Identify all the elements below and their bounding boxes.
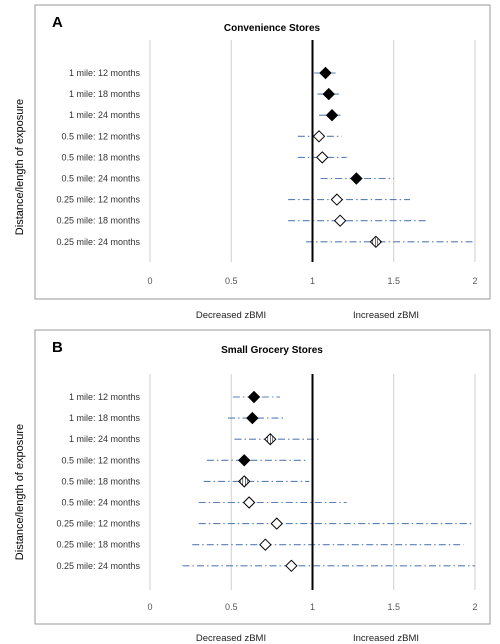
panel-frame [34,4,491,300]
estimate-marker [325,108,339,122]
category-label: 0.25 mile: 12 months [56,519,140,529]
estimate-marker [242,496,256,509]
estimate-marker [264,432,277,446]
estimate-marker [319,66,332,80]
estimate-marker [246,411,259,425]
category-label: 1 mile: 12 months [69,392,141,402]
estimate-marker [322,87,335,101]
increased-zbmi-label: Increased zBMI [353,633,419,644]
y-axis-label: Distance/length of exposure [14,99,26,235]
estimate-marker [333,214,347,227]
decreased-zbmi-label: Decreased zBMI [196,310,266,321]
x-tick-label: 0 [147,276,152,286]
estimate-marker [285,559,298,573]
category-label: 0.25 mile: 24 months [56,561,140,571]
x-tick-label: 0.5 [225,276,238,286]
category-label: 1 mile: 18 months [69,413,141,423]
panel-small-grocery-stores: B Small Grocery Stores 1 mile: 12 months… [14,329,491,644]
increased-zbmi-label: Increased zBMI [353,310,419,321]
estimate-marker [312,130,326,143]
estimate-marker [270,517,283,530]
estimate-marker [238,475,251,488]
category-label: 1 mile: 18 months [69,89,141,99]
estimate-marker [369,235,383,249]
category-label: 0.5 mile: 12 months [61,131,140,141]
category-label: 1 mile: 12 months [69,68,141,78]
estimate-marker [330,193,344,206]
panel-title: Convenience Stores [224,23,321,34]
x-tick-label: 1 [310,276,315,286]
estimate-marker [238,454,251,467]
category-label: 1 mile: 24 months [69,110,141,120]
panel-title: Small Grocery Stores [221,345,323,356]
category-label: 0.25 mile: 12 months [56,195,140,205]
x-tick-label: 1 [310,602,315,612]
category-label: 0.25 mile: 24 months [56,237,140,247]
x-tick-label: 2 [472,276,477,286]
estimate-marker [247,390,261,404]
estimate-marker [350,172,363,185]
panel-letter: A [52,14,63,31]
category-label: 0.25 mile: 18 months [56,540,140,550]
category-label: 0.5 mile: 18 months [61,152,140,162]
panel-letter: B [52,339,63,356]
y-axis-label: Distance/length of exposure [14,424,26,560]
x-tick-label: 1.5 [387,276,400,286]
estimate-marker [316,151,329,164]
decreased-zbmi-label: Decreased zBMI [196,633,266,644]
estimate-marker [259,538,272,551]
x-tick-label: 0.5 [225,602,238,612]
panel-convenience-stores: A Convenience Stores 1 mile: 12 months 1 … [14,4,491,321]
category-label: 1 mile: 24 months [69,434,141,444]
category-label: 0.25 mile: 18 months [56,216,140,226]
category-label: 0.5 mile: 24 months [61,174,140,184]
x-tick-label: 2 [472,602,477,612]
x-tick-label: 0 [147,602,152,612]
panel-frame [34,329,491,625]
category-label: 0.5 mile: 24 months [61,498,140,508]
x-tick-label: 1.5 [387,602,400,612]
category-label: 0.5 mile: 12 months [61,455,140,465]
category-label: 0.5 mile: 18 months [61,476,140,486]
